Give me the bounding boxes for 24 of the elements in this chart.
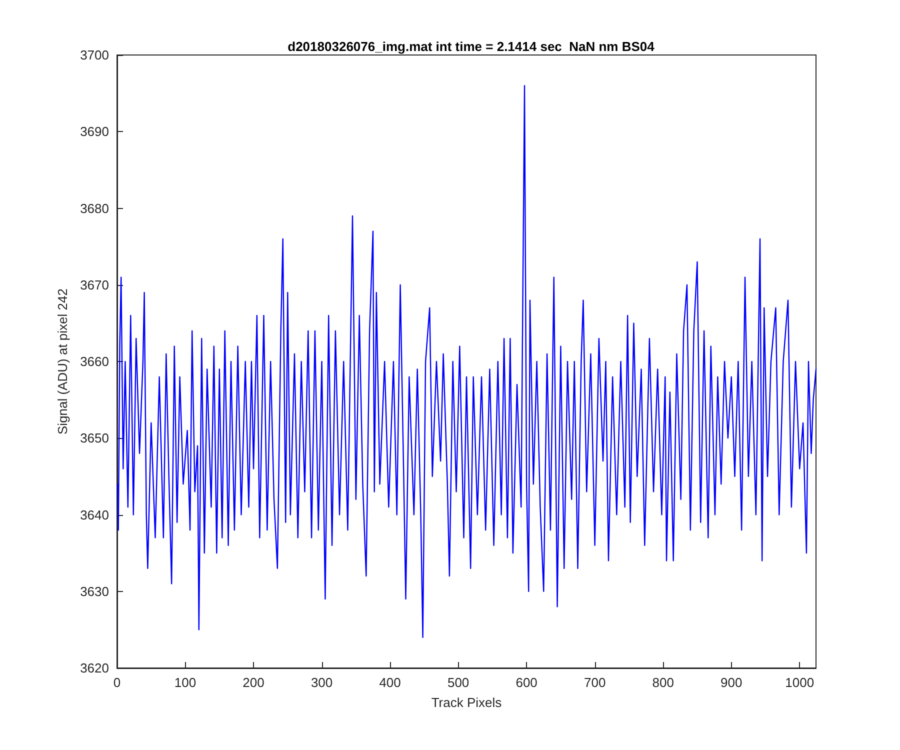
x-tick-label: 700 xyxy=(584,675,606,690)
x-tick-label: 0 xyxy=(113,675,121,690)
y-tick-label: 3640 xyxy=(80,507,109,522)
y-tick-label: 3670 xyxy=(80,277,109,292)
y-tick-label: 3630 xyxy=(80,584,109,599)
x-tick-label: 100 xyxy=(174,675,196,690)
y-tick-label: 3690 xyxy=(80,124,109,140)
x-tick-label: 800 xyxy=(652,675,674,690)
x-tick-label: 400 xyxy=(379,675,401,690)
x-tick-label: 200 xyxy=(242,675,264,690)
x-tick-label: 900 xyxy=(720,675,742,690)
x-axis-title: Track Pixels xyxy=(431,695,502,710)
chart-title: d20180326076_img.mat int time = 2.1414 sec NaN nm BS04 xyxy=(288,39,656,54)
y-axis-title: Signal (ADU) at pixel 242 xyxy=(55,288,70,434)
y-tick-label: 3660 xyxy=(80,354,109,369)
x-tick-label: 1000 xyxy=(785,675,814,690)
x-tick-label: 300 xyxy=(310,675,333,690)
y-tick-label: 3700 xyxy=(80,48,109,62)
x-tick-label: 600 xyxy=(516,675,538,690)
x-tick-label: 500 xyxy=(447,675,470,690)
y-tick-label: 3620 xyxy=(80,660,109,676)
line-series xyxy=(117,85,817,638)
y-tick-label: 3650 xyxy=(80,430,109,446)
y-tick-label: 3680 xyxy=(80,200,109,216)
